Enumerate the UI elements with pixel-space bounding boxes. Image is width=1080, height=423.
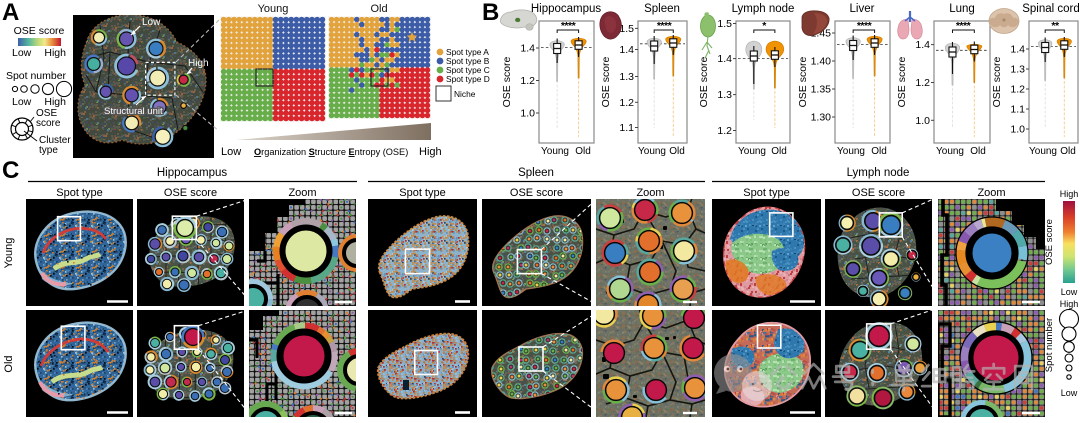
svg-text:1.4: 1.4 bbox=[717, 53, 732, 65]
svg-text:OSE: OSE bbox=[36, 108, 57, 119]
svg-text:C: C bbox=[2, 157, 19, 184]
svg-text:1.5: 1.5 bbox=[717, 18, 732, 30]
svg-text:Old: Old bbox=[1060, 146, 1076, 157]
svg-text:1.0: 1.0 bbox=[1010, 124, 1025, 136]
svg-text:Spot type: Spot type bbox=[56, 187, 102, 199]
svg-text:Old: Old bbox=[370, 3, 387, 15]
svg-text:Hippocampus: Hippocampus bbox=[157, 167, 228, 179]
svg-text:Niche: Niche bbox=[454, 89, 476, 99]
svg-text:OSE score: OSE score bbox=[164, 187, 217, 199]
svg-text:Spot type: Spot type bbox=[743, 187, 789, 199]
svg-text:1.4: 1.4 bbox=[520, 43, 535, 55]
svg-text:*: * bbox=[762, 20, 767, 32]
svg-text:Old: Old bbox=[575, 146, 591, 157]
svg-text:1.0: 1.0 bbox=[915, 115, 930, 127]
svg-text:Young: Young bbox=[3, 238, 15, 269]
svg-text:1.30: 1.30 bbox=[811, 112, 832, 124]
svg-text:High: High bbox=[1060, 299, 1079, 309]
svg-text:1.4: 1.4 bbox=[915, 39, 930, 51]
svg-text:Young: Young bbox=[738, 146, 766, 157]
svg-text:Cluster: Cluster bbox=[39, 135, 71, 146]
svg-text:Lymph node: Lymph node bbox=[847, 167, 910, 179]
svg-text:OSE score: OSE score bbox=[600, 56, 612, 107]
svg-text:1.40: 1.40 bbox=[811, 56, 832, 68]
svg-text:Young: Young bbox=[638, 146, 666, 157]
svg-text:1.2: 1.2 bbox=[915, 77, 930, 89]
svg-text:1.4: 1.4 bbox=[1010, 44, 1025, 56]
svg-text:1.1: 1.1 bbox=[619, 122, 634, 134]
svg-text:Spleen: Spleen bbox=[644, 3, 680, 15]
svg-text:High: High bbox=[1060, 189, 1079, 199]
svg-text:1.2: 1.2 bbox=[520, 75, 535, 87]
svg-text:Young: Young bbox=[258, 3, 289, 15]
svg-text:1.2: 1.2 bbox=[619, 97, 634, 109]
svg-text:Low: Low bbox=[12, 47, 32, 59]
svg-text:****: **** bbox=[657, 20, 673, 32]
svg-text:High: High bbox=[419, 146, 442, 158]
svg-text:1.4: 1.4 bbox=[619, 44, 634, 56]
svg-text:1.2: 1.2 bbox=[1010, 84, 1025, 96]
svg-text:A: A bbox=[2, 0, 19, 26]
svg-text:Old: Old bbox=[970, 146, 986, 157]
svg-text:Old: Old bbox=[871, 146, 887, 157]
svg-text:OSE score: OSE score bbox=[1044, 219, 1055, 265]
svg-text:Structural unit: Structural unit bbox=[104, 106, 163, 117]
svg-text:OSE score: OSE score bbox=[510, 187, 563, 199]
svg-text:OSE score: OSE score bbox=[991, 56, 1003, 107]
svg-text:OSE score: OSE score bbox=[501, 56, 513, 107]
svg-text:Lung: Lung bbox=[949, 3, 975, 15]
svg-text:1.3: 1.3 bbox=[619, 71, 634, 83]
svg-text:1.35: 1.35 bbox=[811, 84, 832, 96]
svg-text:Zoom: Zoom bbox=[636, 187, 664, 199]
svg-text:Young: Young bbox=[936, 146, 964, 157]
svg-text:Zoom: Zoom bbox=[288, 187, 316, 199]
svg-text:OSE score: OSE score bbox=[896, 56, 908, 107]
svg-text:OSE score: OSE score bbox=[698, 56, 710, 107]
svg-text:type: type bbox=[39, 145, 58, 156]
svg-text:OSE score: OSE score bbox=[797, 56, 809, 107]
svg-text:Low: Low bbox=[1061, 388, 1078, 398]
svg-text:Low: Low bbox=[221, 146, 241, 158]
svg-text:Young: Young bbox=[541, 146, 569, 157]
svg-text:Old: Old bbox=[669, 146, 685, 157]
svg-text:1.3: 1.3 bbox=[1010, 64, 1025, 76]
svg-text:High: High bbox=[44, 47, 66, 59]
svg-text:Spot type A: Spot type A bbox=[446, 47, 489, 57]
svg-text:Liver: Liver bbox=[850, 3, 875, 15]
svg-text:Low: Low bbox=[142, 17, 161, 28]
svg-text:1.5: 1.5 bbox=[619, 23, 634, 35]
svg-text:**: ** bbox=[1051, 20, 1060, 32]
svg-text:Organization Structure Entropy: Organization Structure Entropy (OSE) bbox=[254, 147, 408, 157]
svg-text:Zoom: Zoom bbox=[977, 187, 1005, 199]
svg-text:****: **** bbox=[956, 20, 972, 32]
svg-text:OSE score: OSE score bbox=[14, 25, 65, 37]
svg-text:Low: Low bbox=[1061, 287, 1078, 297]
svg-text:****: **** bbox=[561, 20, 577, 32]
svg-text:Spleen: Spleen bbox=[518, 167, 554, 179]
svg-text:Old: Old bbox=[771, 146, 787, 157]
svg-text:1.1: 1.1 bbox=[1010, 104, 1025, 116]
svg-text:Spot number: Spot number bbox=[1044, 318, 1055, 372]
svg-text:Spot type: Spot type bbox=[399, 187, 445, 199]
svg-text:1.2: 1.2 bbox=[717, 125, 732, 137]
svg-text:Lymph node: Lymph node bbox=[732, 3, 795, 15]
svg-text:Spot type C: Spot type C bbox=[446, 65, 490, 75]
svg-text:****: **** bbox=[857, 20, 873, 32]
svg-text:High: High bbox=[44, 96, 66, 108]
svg-text:OSE score: OSE score bbox=[852, 187, 905, 199]
svg-text:1.0: 1.0 bbox=[520, 108, 535, 120]
svg-text:Low: Low bbox=[12, 96, 32, 108]
svg-text:1.3: 1.3 bbox=[717, 89, 732, 101]
svg-text:High: High bbox=[188, 58, 209, 69]
svg-text:Spinal cord: Spinal cord bbox=[1022, 3, 1080, 15]
svg-text:Hippocampus: Hippocampus bbox=[531, 3, 602, 15]
svg-text:Spot type D: Spot type D bbox=[446, 74, 490, 84]
svg-text:Old: Old bbox=[3, 355, 15, 372]
svg-text:B: B bbox=[482, 0, 499, 26]
svg-text:score: score bbox=[36, 118, 61, 129]
svg-text:Spot number: Spot number bbox=[6, 70, 67, 82]
svg-text:Young: Young bbox=[837, 146, 865, 157]
svg-text:Young: Young bbox=[1029, 146, 1057, 157]
svg-text:Spot type B: Spot type B bbox=[446, 56, 490, 66]
